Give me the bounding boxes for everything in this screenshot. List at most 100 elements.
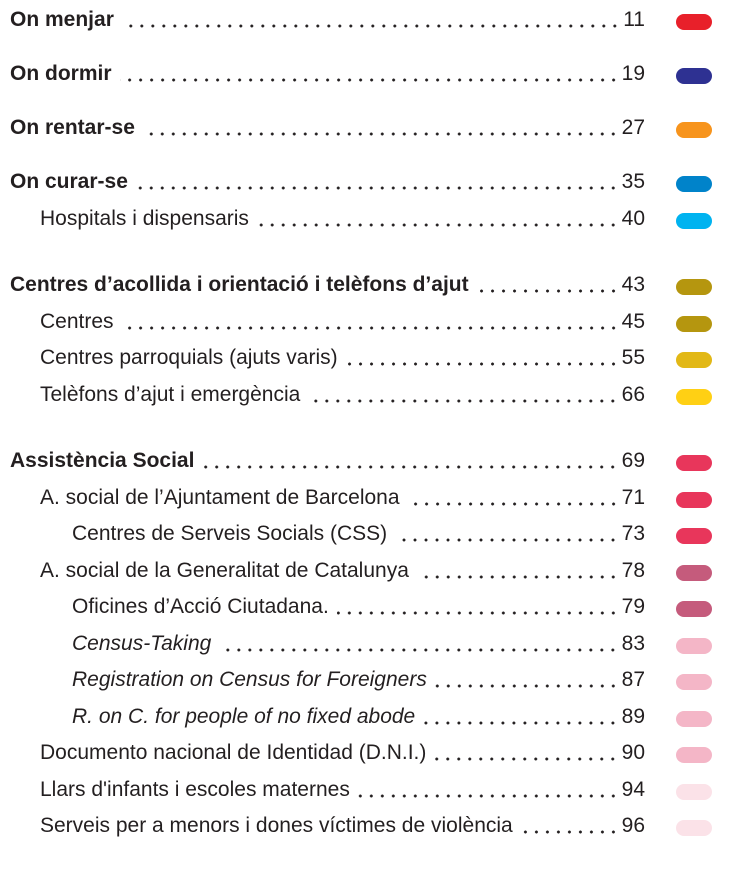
color-tab bbox=[676, 637, 712, 654]
sub-entry: Serveis per a menors i dones víctimes de… bbox=[40, 812, 645, 840]
entry-label: Telèfons d’ajut i emergència bbox=[40, 382, 301, 406]
dot-leader bbox=[219, 647, 619, 652]
sub-entry: A. social de la Generalitat de Catalunya… bbox=[40, 557, 645, 585]
sub-entry: Centres de Serveis Socials (CSS) 73 bbox=[72, 520, 645, 548]
color-tab bbox=[676, 528, 712, 544]
sub-entry: Centres parroquials (ajuts varis) 55 bbox=[40, 344, 645, 372]
sub-entry: Registration on Census for Foreigners 87 bbox=[72, 666, 645, 694]
page-number: 79 bbox=[621, 595, 645, 618]
page-number: 43 bbox=[621, 273, 645, 296]
section-entry: On rentar-se 27 bbox=[10, 114, 645, 142]
page-number: 11 bbox=[623, 8, 645, 31]
entry-label: Centres d’acollida i orientació i telèfo… bbox=[10, 273, 469, 296]
page-number: 45 bbox=[621, 309, 645, 333]
page-number: 87 bbox=[621, 668, 645, 691]
section-entry: On menjar 11 bbox=[10, 6, 645, 34]
sub-entry: Census-Taking 83 bbox=[72, 630, 645, 658]
entry-label: R. on C. for people of no fixed abode bbox=[72, 704, 416, 728]
dot-leader bbox=[308, 398, 619, 403]
entry-label: On rentar-se bbox=[10, 116, 135, 139]
color-tab bbox=[676, 783, 712, 800]
page-number: 40 bbox=[621, 206, 645, 230]
page-number: 90 bbox=[621, 741, 645, 764]
dot-leader bbox=[476, 289, 619, 293]
entry-label: Centres de Serveis Socials (CSS) bbox=[72, 522, 388, 545]
page-number: 66 bbox=[621, 382, 645, 406]
color-tab bbox=[676, 747, 712, 763]
color-tab bbox=[676, 352, 712, 368]
dot-leader bbox=[416, 574, 619, 579]
page-number: 96 bbox=[621, 814, 645, 837]
sub-entry: Centres 45 bbox=[40, 308, 645, 336]
dot-leader bbox=[345, 362, 619, 366]
dot-leader bbox=[395, 538, 619, 542]
entry-label: Census-Taking bbox=[72, 631, 212, 655]
dot-leader bbox=[434, 757, 619, 761]
dot-leader bbox=[423, 720, 619, 725]
color-tab bbox=[676, 564, 712, 581]
dot-leader bbox=[407, 501, 619, 506]
dot-leader bbox=[256, 222, 619, 227]
page-number: 55 bbox=[621, 346, 645, 369]
entry-label: A. social de la Generalitat de Catalunya bbox=[40, 558, 409, 582]
entry-label: Hospitals i dispensaris bbox=[40, 206, 249, 230]
dot-leader bbox=[202, 465, 619, 469]
entry-label: Llars d'infants i escoles maternes bbox=[40, 777, 350, 801]
dot-leader bbox=[121, 24, 621, 28]
entry-label: Registration on Census for Foreigners bbox=[72, 668, 427, 691]
entry-label: Centres bbox=[40, 309, 114, 333]
sub-entry: Telèfons d’ajut i emergència 66 bbox=[40, 381, 645, 409]
color-tab bbox=[676, 68, 712, 84]
color-tab bbox=[676, 122, 712, 138]
entry-label: A. social de l’Ajuntament de Barcelona bbox=[40, 485, 400, 509]
page-number: 27 bbox=[621, 116, 645, 139]
dot-leader bbox=[135, 186, 619, 190]
sub-entry: Llars d'infants i escoles maternes 94 bbox=[40, 776, 645, 804]
entry-label: On curar-se bbox=[10, 170, 128, 193]
section-entry: Centres d’acollida i orientació i telèfo… bbox=[10, 271, 645, 299]
page-number: 71 bbox=[621, 485, 645, 509]
entry-label: Serveis per a menors i dones víctimes de… bbox=[40, 814, 513, 837]
page-number: 94 bbox=[621, 777, 645, 801]
dot-leader bbox=[142, 132, 619, 136]
entry-label: Oficines d’Acció Ciutadana. bbox=[72, 595, 329, 618]
page-number: 73 bbox=[621, 522, 645, 545]
page-number: 69 bbox=[621, 449, 645, 472]
page-number: 83 bbox=[621, 631, 645, 655]
color-tab bbox=[676, 279, 712, 295]
dot-leader bbox=[336, 611, 619, 615]
sub-entry: Hospitals i dispensaris 40 bbox=[40, 205, 645, 233]
entry-label: On menjar bbox=[10, 8, 114, 31]
dot-leader bbox=[520, 830, 619, 834]
dot-leader bbox=[357, 793, 619, 798]
color-tab bbox=[676, 710, 712, 727]
color-tab bbox=[676, 455, 712, 471]
page-number: 35 bbox=[621, 170, 645, 193]
color-tab bbox=[676, 491, 712, 508]
color-tab bbox=[676, 212, 712, 229]
sub-entry: R. on C. for people of no fixed abode 89 bbox=[72, 703, 645, 731]
entry-label: Centres parroquials (ajuts varis) bbox=[40, 346, 338, 369]
section-entry: On dormir 19 bbox=[10, 60, 645, 88]
color-tab bbox=[676, 315, 712, 332]
page-number: 78 bbox=[621, 558, 645, 582]
dot-leader bbox=[434, 684, 619, 688]
dot-leader bbox=[121, 325, 619, 330]
color-tab bbox=[676, 820, 712, 836]
color-tab bbox=[676, 14, 712, 30]
entry-label: Assistència Social bbox=[10, 449, 195, 472]
color-tab bbox=[676, 388, 712, 405]
sub-entry: Documento nacional de Identidad (D.N.I.)… bbox=[40, 739, 645, 767]
sub-entry: Oficines d’Acció Ciutadana. 79 bbox=[72, 593, 645, 621]
color-tab bbox=[676, 674, 712, 690]
section-entry: On curar-se 35 bbox=[10, 168, 645, 196]
entry-label: On dormir bbox=[10, 62, 112, 85]
page-number: 19 bbox=[621, 62, 645, 85]
sub-entry: A. social de l’Ajuntament de Barcelona 71 bbox=[40, 484, 645, 512]
page-number: 89 bbox=[621, 704, 645, 728]
color-tab bbox=[676, 176, 712, 192]
entry-label: Documento nacional de Identidad (D.N.I.) bbox=[40, 741, 427, 764]
color-tab bbox=[676, 601, 712, 617]
section-entry: Assistència Social 69 bbox=[10, 447, 645, 475]
